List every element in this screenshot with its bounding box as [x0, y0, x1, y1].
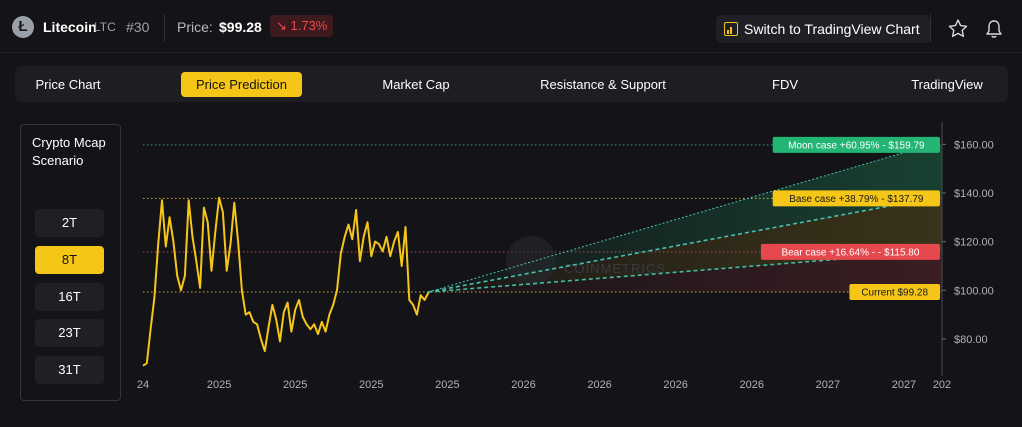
x-tick-label: 2026 [587, 379, 611, 391]
scenario-label-base-case-text: Base case +38.79% - $137.79 [789, 194, 924, 205]
x-tick-label: 2027 [816, 379, 840, 391]
tab-market-cap[interactable]: Market Cap [382, 77, 450, 92]
x-tick-label: 2026 [511, 379, 535, 391]
x-tick-label: 2025 [207, 379, 231, 391]
projection-line-moon-case [428, 144, 931, 293]
y-tick-label: $140.00 [954, 188, 994, 200]
x-tick-label: 24 [137, 379, 149, 391]
scenario-label-bear-case-bg [760, 243, 940, 260]
scenario-label-moon-case-text: Moon case +60.95% - $159.79 [788, 140, 925, 151]
tab-fdv[interactable]: FDV [772, 77, 798, 92]
header-divider-line [0, 52, 1022, 53]
switch-tradingview-label: Switch to TradingView Chart [744, 21, 920, 37]
y-tick-label: $80.00 [954, 334, 988, 346]
projection-band-moon-case [428, 144, 942, 293]
scenario-label-base-case: Base case +38.79% - $137.79 [772, 190, 940, 207]
scenario-label-bear-case-text: Bear case +16.64% - - $115.80 [781, 247, 919, 258]
header-divider [164, 14, 165, 42]
watermark: COINMETRICS [506, 236, 666, 286]
coin-name: Litecoin [43, 19, 97, 35]
y-tick-label: $100.00 [954, 285, 994, 297]
x-tick-label: 202 [933, 379, 951, 391]
tab-price-prediction[interactable]: Price Prediction [181, 72, 302, 97]
price-history-line [142, 196, 430, 367]
x-tick-label: 2025 [283, 379, 307, 391]
scenario-label-moon-case: Moon case +60.95% - $159.79 [772, 136, 940, 153]
scenario-31t-button[interactable]: 31T [35, 356, 104, 384]
coin-ticker: LTC [94, 20, 116, 34]
scenario-label-base-case-bg [772, 190, 940, 207]
coin-rank: #30 [126, 19, 150, 35]
price-prediction-chart: COINMETRICS $160.00 $140.00 $120.00 $100.00… [128, 120, 1022, 420]
mcap-scenario-panel: Crypto Mcap Scenario 2T 8T 16T 23T 31T [20, 124, 121, 401]
x-tick-label: 2025 [435, 379, 459, 391]
scenario-8t-button[interactable]: 8T [35, 246, 104, 274]
x-tick-label: 2025 [359, 379, 383, 391]
watermark-logo-icon [506, 236, 556, 286]
scenario-2t-button[interactable]: 2T [35, 209, 104, 237]
projection-band-base-case [428, 198, 942, 293]
tab-resistance-support[interactable]: Resistance & Support [540, 77, 666, 92]
tab-bar: Price Chart Price Prediction Market Cap … [15, 66, 1008, 102]
y-tick-label: $120.00 [954, 237, 994, 249]
price-value: $99.28 [219, 19, 262, 35]
scenario-label-moon-case-bg [772, 136, 940, 153]
scenario-23t-button[interactable]: 23T [35, 319, 104, 347]
star-icon[interactable] [943, 15, 973, 43]
switch-tradingview-button[interactable]: Switch to TradingView Chart [716, 15, 930, 43]
header-divider [930, 14, 931, 42]
current-price-label-bg [849, 284, 940, 301]
projection-line-base-case [428, 197, 931, 293]
x-tick-label: 2027 [892, 379, 916, 391]
litecoin-logo-icon: Ł [12, 16, 34, 38]
current-price-label: Current $99.28 [849, 284, 940, 301]
bell-icon[interactable] [979, 15, 1009, 43]
scenario-16t-button[interactable]: 16T [35, 283, 104, 311]
tab-tradingview[interactable]: TradingView [911, 77, 983, 92]
prediction-chart-svg: COINMETRICS $160.00 $140.00 $120.00 $100.00… [137, 122, 994, 391]
coin-logo-symbol: Ł [18, 18, 28, 35]
x-tick-label: 2026 [663, 379, 687, 391]
price-change-badge: ↘ 1.73% [270, 15, 334, 37]
header: Ł Litecoin LTC #30 Price: $99.28 ↘ 1.73%… [0, 0, 1022, 56]
chart-bars-icon [724, 22, 738, 36]
current-price-label-text: Current $99.28 [861, 288, 928, 299]
x-tick-label: 2026 [740, 379, 764, 391]
scenario-title: Crypto Mcap Scenario [32, 135, 106, 168]
watermark-text: COINMETRICS [564, 261, 666, 276]
scenario-label-bear-case: Bear case +16.64% - - $115.80 [760, 243, 940, 260]
y-tick-label: $160.00 [954, 139, 994, 151]
tab-price-chart[interactable]: Price Chart [35, 77, 101, 92]
price-label: Price: [177, 19, 213, 35]
